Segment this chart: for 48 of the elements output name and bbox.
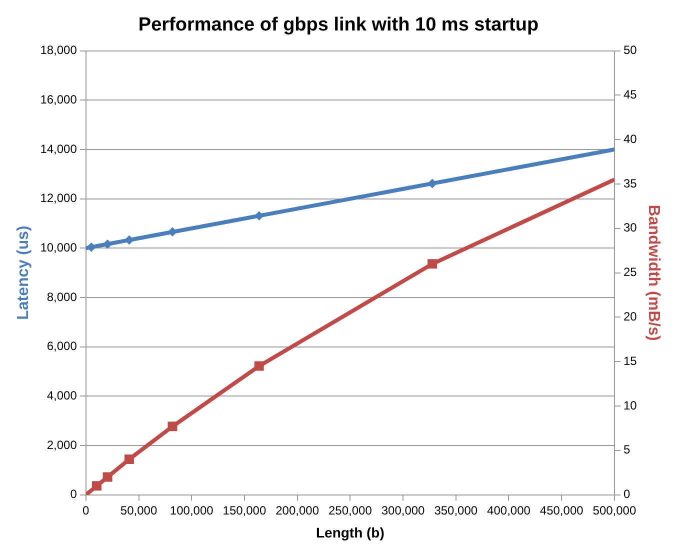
x-tick-label: 100,000	[170, 503, 214, 518]
x-tick-label: 350,000	[434, 503, 478, 518]
y2-tick-label: 40	[623, 132, 638, 146]
y-tick-label: 12,000	[40, 191, 78, 206]
x-tick-label: 200,000	[276, 503, 320, 518]
x-tick-label: 400,000	[487, 503, 531, 518]
y-tick-label: 0	[70, 487, 78, 502]
y-tick-label: 18,000	[40, 43, 78, 58]
point	[86, 242, 96, 252]
point	[103, 240, 112, 249]
point	[168, 227, 177, 236]
x-tick-label: 150,000	[222, 503, 266, 518]
y-tick-label: 10,000	[40, 240, 78, 254]
x-tick-label: 450,000	[540, 503, 584, 518]
y2-tick-label: 30	[623, 220, 638, 235]
y-tick-label: 6,000	[46, 339, 78, 354]
y-tick-label: 4,000	[46, 388, 78, 402]
point	[124, 454, 134, 464]
y2-tick-label: 10	[623, 398, 638, 412]
y-tick-label: 16,000	[40, 92, 78, 106]
y2-tick-label: 45	[623, 88, 638, 102]
point	[168, 422, 178, 432]
x-axis-title: Length (b)	[316, 524, 384, 540]
y2-tick-label: 0	[623, 487, 630, 502]
y2-tick-label: 25	[623, 265, 638, 280]
x-tick-label: 300,000	[381, 503, 426, 518]
chart-title: Performance of gbps link with 10 ms startup	[138, 14, 539, 36]
y2-tick-label: 50	[623, 43, 638, 58]
point	[428, 259, 438, 269]
point	[428, 179, 437, 188]
y-tick-label: 8,000	[46, 290, 78, 304]
point	[92, 481, 102, 491]
y2-tick-label: 35	[623, 176, 638, 190]
x-tick-label: 50,000	[120, 503, 158, 518]
y-tick-label: 2,000	[46, 438, 78, 452]
y2-tick-label: 5	[623, 442, 630, 457]
y2-tick-label: 20	[623, 310, 638, 324]
y2-axis-title: Bandwidth (mB/s)	[644, 204, 662, 341]
point	[102, 472, 112, 482]
x-tick-label: 500,000	[592, 503, 636, 518]
y-axis-title: Latency (us)	[15, 226, 32, 320]
x-tick-label: 0	[82, 503, 90, 518]
point	[254, 211, 264, 220]
point	[254, 361, 264, 371]
point	[124, 235, 134, 244]
y-tick-label: 14,000	[40, 142, 78, 156]
y2-tick-label: 15	[623, 354, 638, 368]
x-tick-label: 250,000	[328, 503, 372, 518]
